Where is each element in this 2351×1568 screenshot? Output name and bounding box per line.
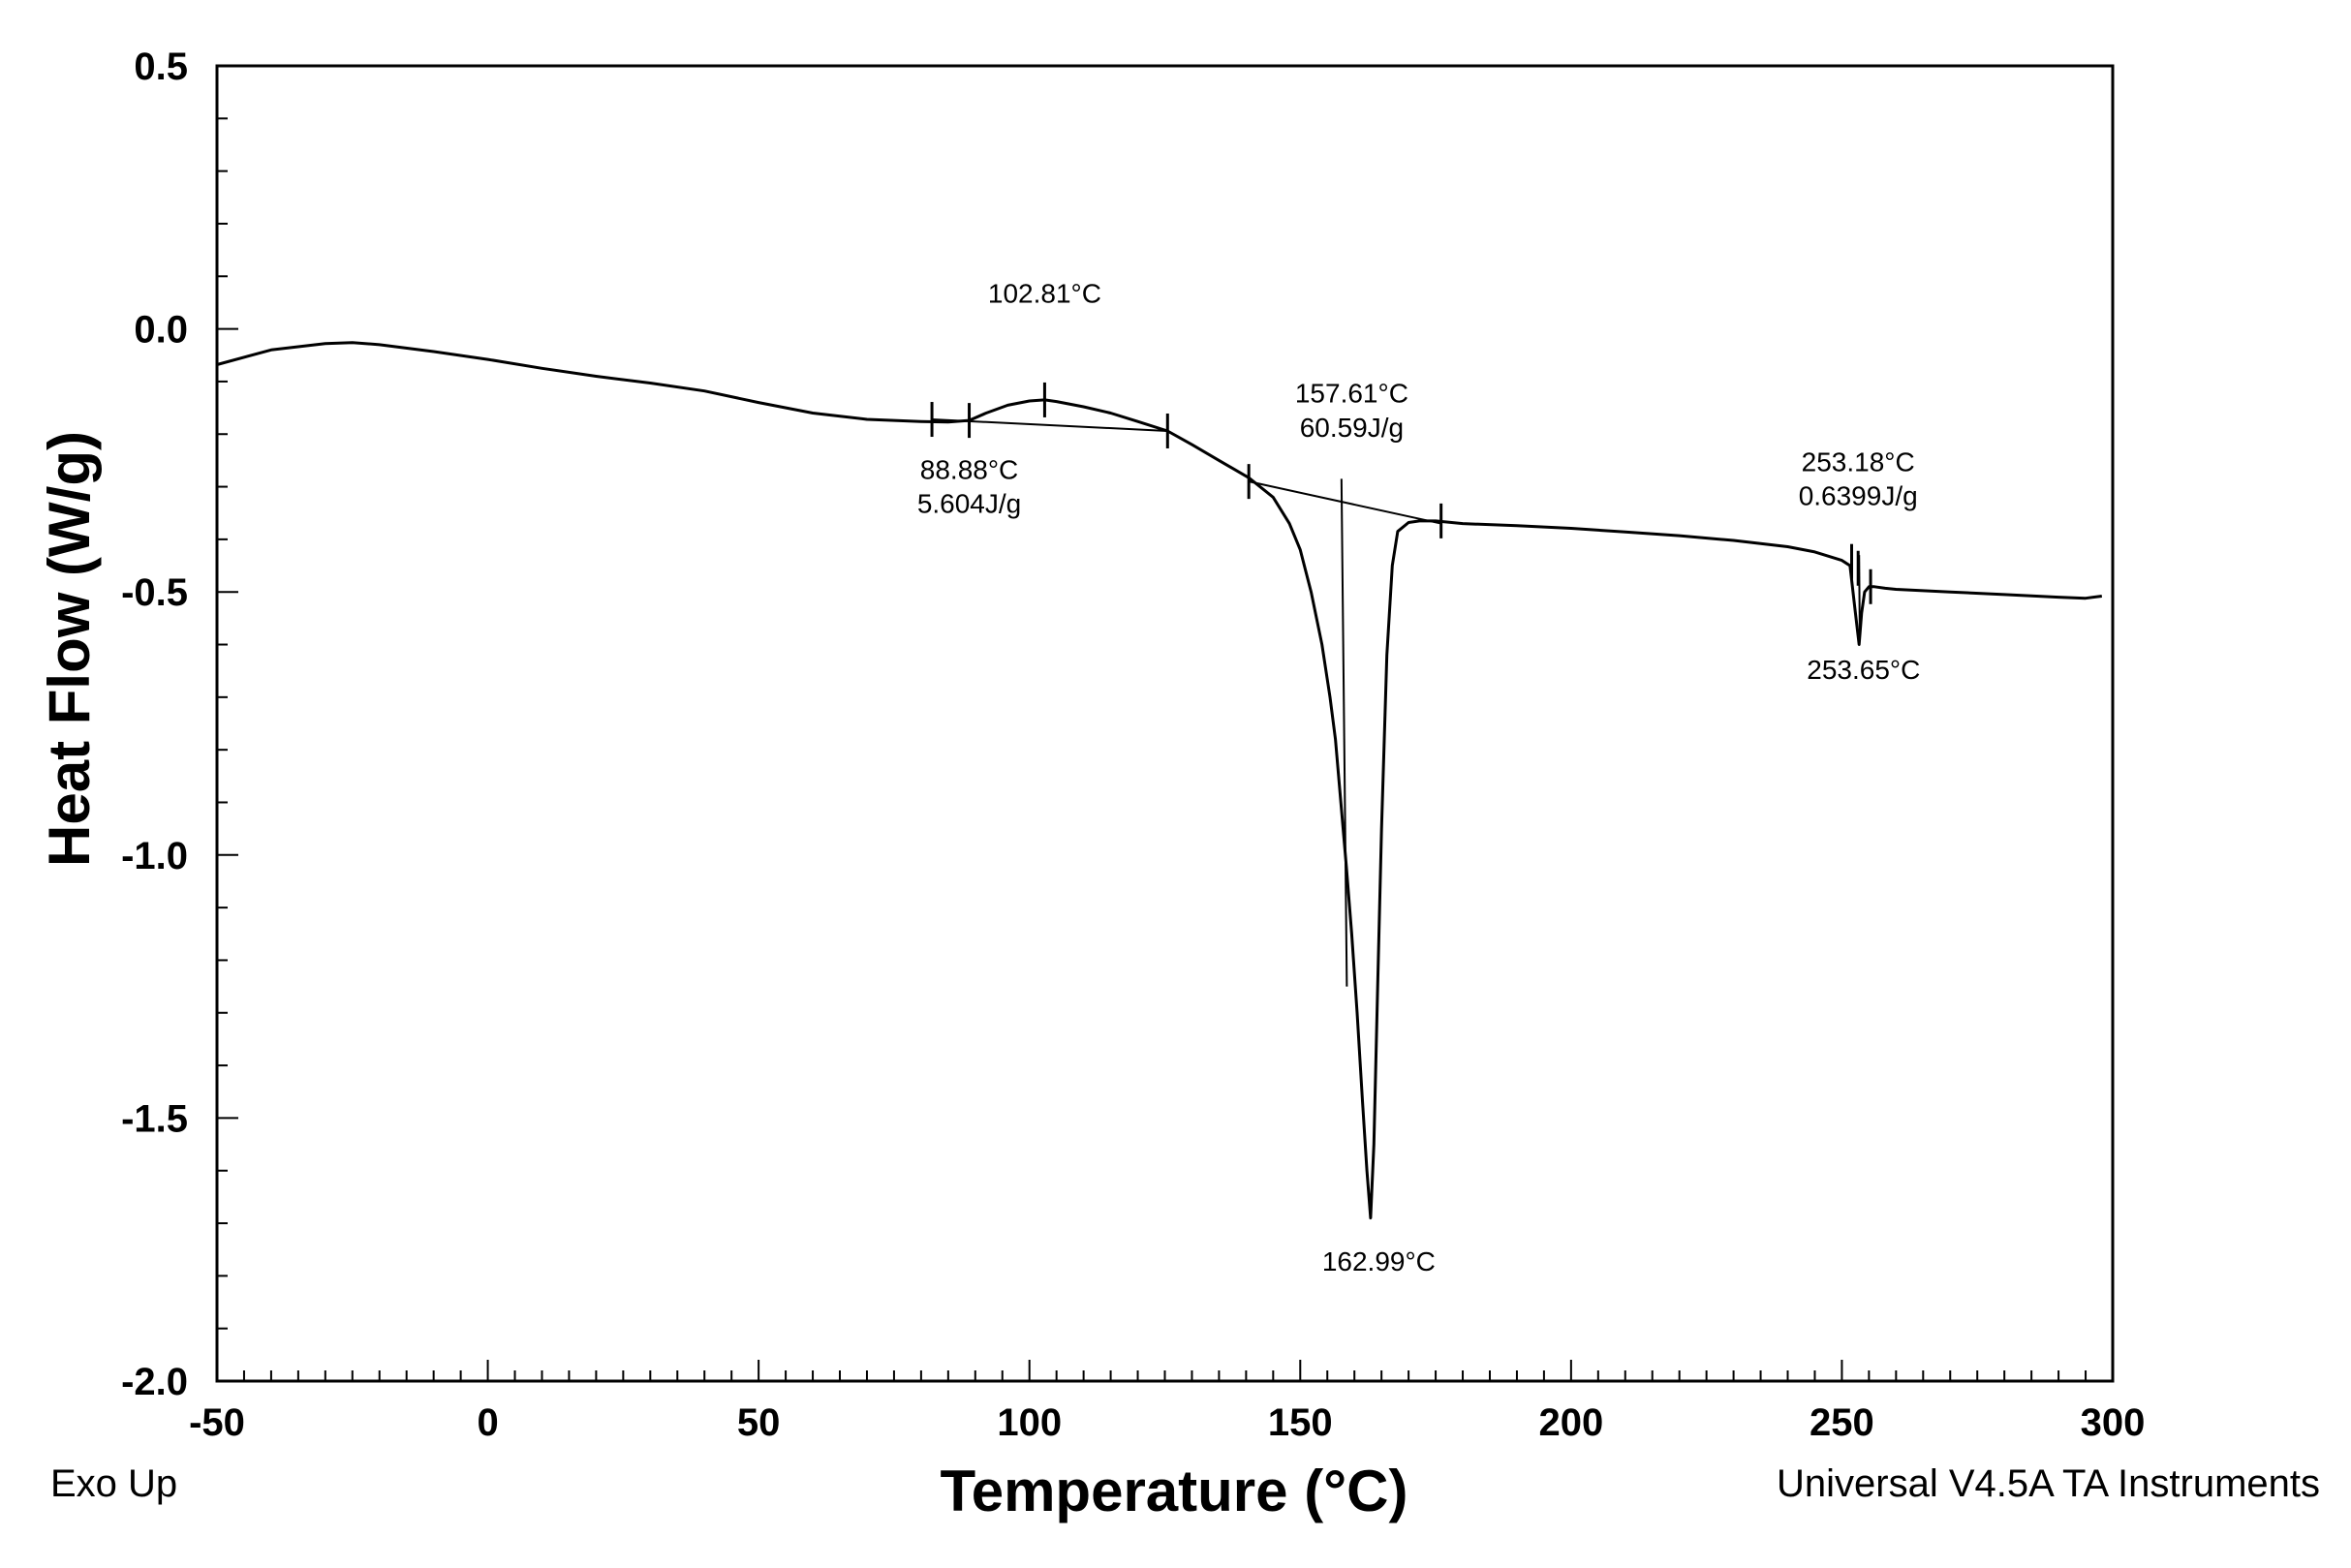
onset-line <box>1340 478 1348 987</box>
peak-annotation: 0.6399J/g <box>1799 481 1918 511</box>
peak-annotation: 5.604J/g <box>917 489 1021 519</box>
peak-annotation: 162.99°C <box>1322 1246 1436 1276</box>
y-tick-label: 0.5 <box>134 46 188 88</box>
tick-labels: -50 0 50 100 150 200 250 300 0.5 0.0 -0.5 -1.0 -1.5 -… <box>121 46 2145 1444</box>
integration-baseline <box>1248 480 1441 525</box>
y-tick-label: -1.0 <box>121 835 188 877</box>
y-tick-label: 0.0 <box>134 309 188 352</box>
x-tick-label: 150 <box>1268 1401 1333 1444</box>
y-tick-label: -2.0 <box>121 1361 188 1403</box>
x-tick-label: 0 <box>477 1401 498 1444</box>
axis-ticks <box>216 65 2114 1382</box>
y-axis-title: Heat Flow (W/g) <box>37 431 102 867</box>
peak-annotation: 60.59J/g <box>1300 413 1404 443</box>
x-tick-label: 300 <box>2081 1401 2146 1444</box>
exo-up-label: Exo Up <box>50 1462 177 1505</box>
y-tick-label: -0.5 <box>121 571 188 614</box>
x-axis-title: Temperature (°C) <box>941 1459 1408 1523</box>
x-tick-label: 200 <box>1538 1401 1603 1444</box>
peak-annotation: 88.88°C <box>920 454 1019 484</box>
plot-frame <box>215 64 2115 1383</box>
instrument-label: Universal V4.5A TA Instruments <box>1777 1462 2320 1505</box>
analysis-markers <box>930 382 1872 987</box>
peak-annotations: 102.81°C 88.88°C 5.604J/g 157.61°C 60.59J/g 1… <box>917 278 1920 1276</box>
x-tick-label: 100 <box>997 1401 1062 1444</box>
x-tick-label: -50 <box>189 1401 245 1444</box>
integration-baselines <box>932 418 1441 525</box>
peak-annotation: 102.81°C <box>988 278 1101 308</box>
peak-annotation: 157.61°C <box>1295 379 1408 409</box>
x-tick-label: 250 <box>1810 1401 1874 1444</box>
x-tick-label: 50 <box>737 1401 781 1444</box>
integration-baseline <box>932 418 1168 432</box>
y-tick-label: -1.5 <box>121 1097 188 1140</box>
peak-annotation: 253.18°C <box>1802 446 1915 477</box>
peak-annotation: 253.65°C <box>1807 655 1920 685</box>
